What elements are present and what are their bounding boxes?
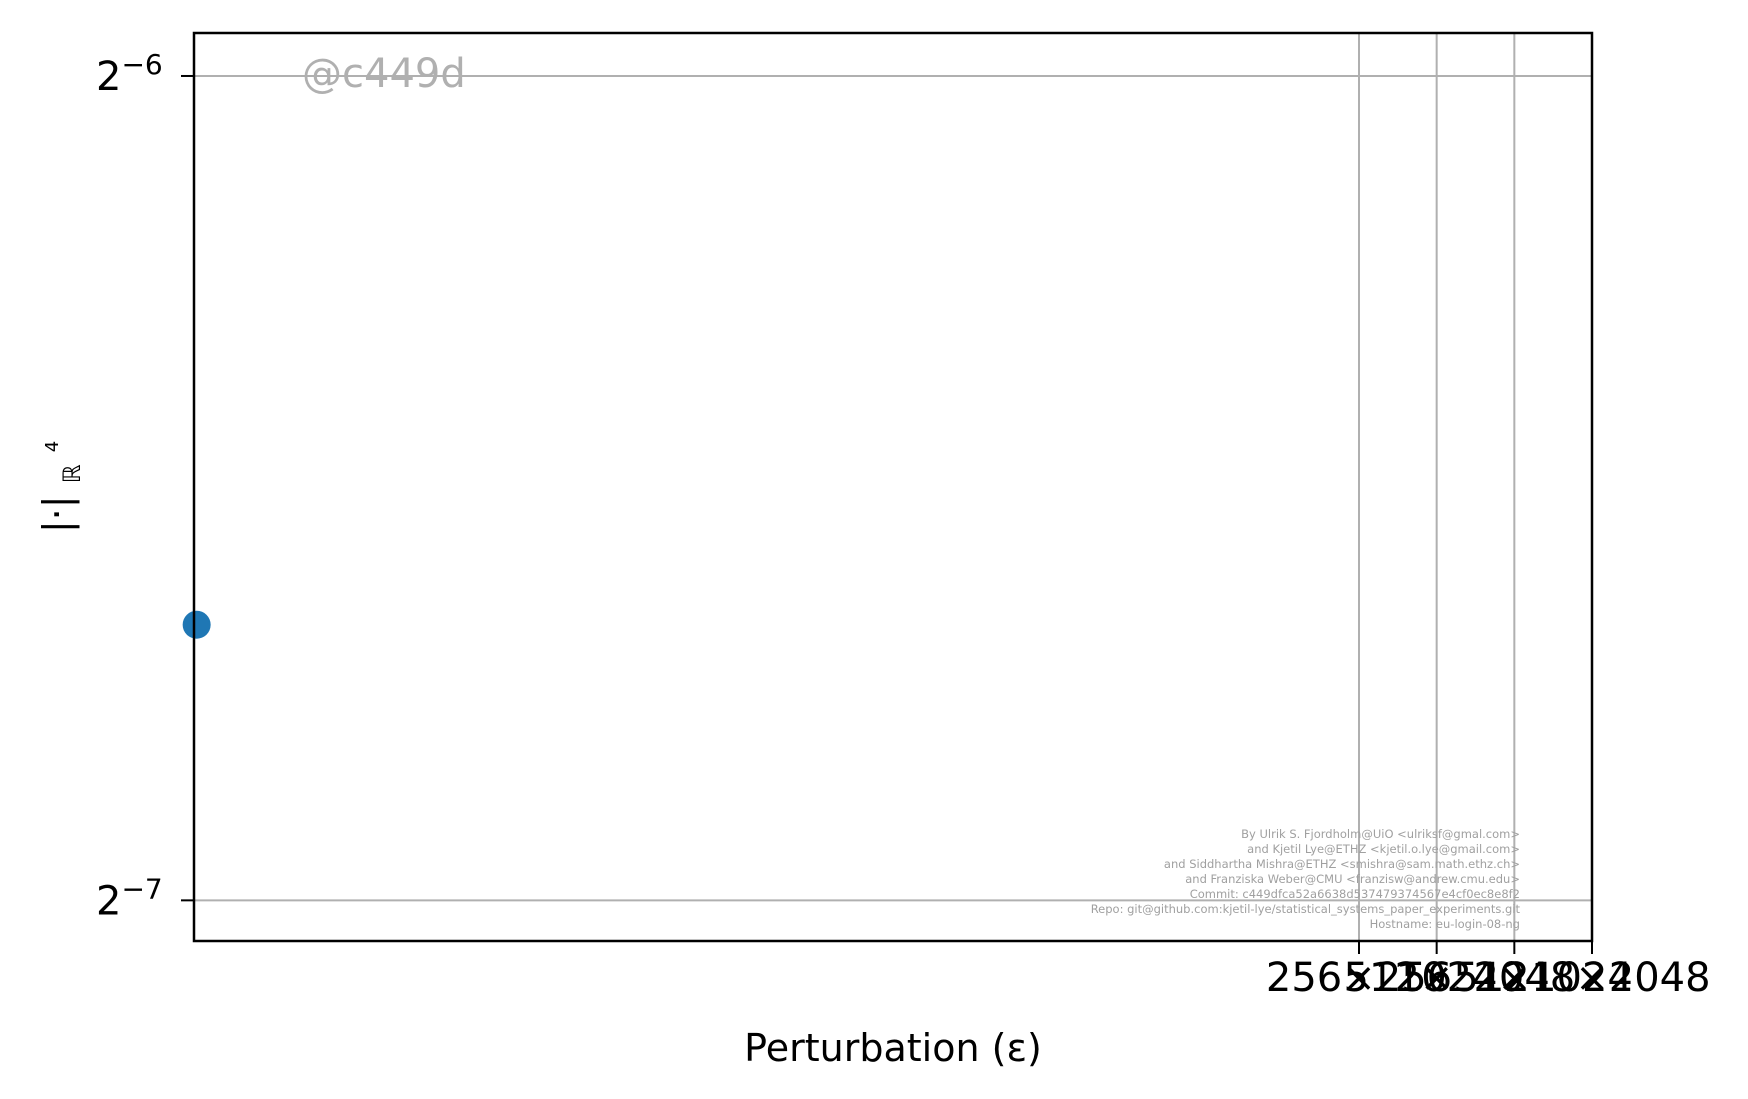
- y-axis-label-subscript: ℝ: [58, 464, 86, 483]
- y-axis-ticks: 2−62−7: [96, 48, 194, 924]
- y-axis-label-superscript: 4: [42, 441, 63, 452]
- y-tick-exponent: −6: [121, 48, 162, 81]
- x-tick-label: 1024×1024: [1396, 955, 1633, 1001]
- x-tick-label: 256×256: [1266, 955, 1452, 1001]
- y-tick-label: 2−7: [96, 872, 163, 924]
- credit-line: and Franziska Weber@CMU <franzisw@andrew…: [1185, 872, 1520, 886]
- data-marks: [182, 610, 211, 639]
- credits-block: By Ulrik S. Fjordholm@UiO <ulriksf@gmal.…: [1091, 827, 1521, 931]
- credit-line: Hostname: eu-login-08-ng: [1370, 917, 1520, 931]
- x-tick-label: 2048×2048: [1473, 955, 1710, 1001]
- credit-line: Commit: c449dfca52a6638d537479374567e4cf…: [1190, 887, 1520, 901]
- credit-line: and Kjetil Lye@ETHZ <kjetil.o.lye@gmail.…: [1247, 842, 1520, 856]
- y-axis-label: |·| ℝ 4: [35, 441, 89, 533]
- x-axis-label: Perturbation (ε): [744, 1026, 1042, 1070]
- watermark: @c449d: [302, 51, 466, 97]
- x-tick-label: 512×512: [1344, 955, 1530, 1001]
- y-tick-base: 2: [96, 878, 121, 924]
- y-tick-label: 2−6: [96, 48, 163, 100]
- plot-frame: [192, 31, 1594, 943]
- data-point: [182, 610, 211, 639]
- y-tick-exponent: −7: [121, 872, 162, 905]
- credit-line: By Ulrik S. Fjordholm@UiO <ulriksf@gmal.…: [1241, 827, 1520, 841]
- y-axis-label-main: |·|: [35, 495, 80, 533]
- y-axis-label-group: |·| ℝ 4: [35, 441, 89, 533]
- y-tick-base: 2: [96, 54, 121, 100]
- credit-line: and Siddhartha Mishra@ETHZ <smishra@sam.…: [1164, 857, 1520, 871]
- credit-line: Repo: git@github.com:kjetil-lye/statisti…: [1091, 902, 1521, 916]
